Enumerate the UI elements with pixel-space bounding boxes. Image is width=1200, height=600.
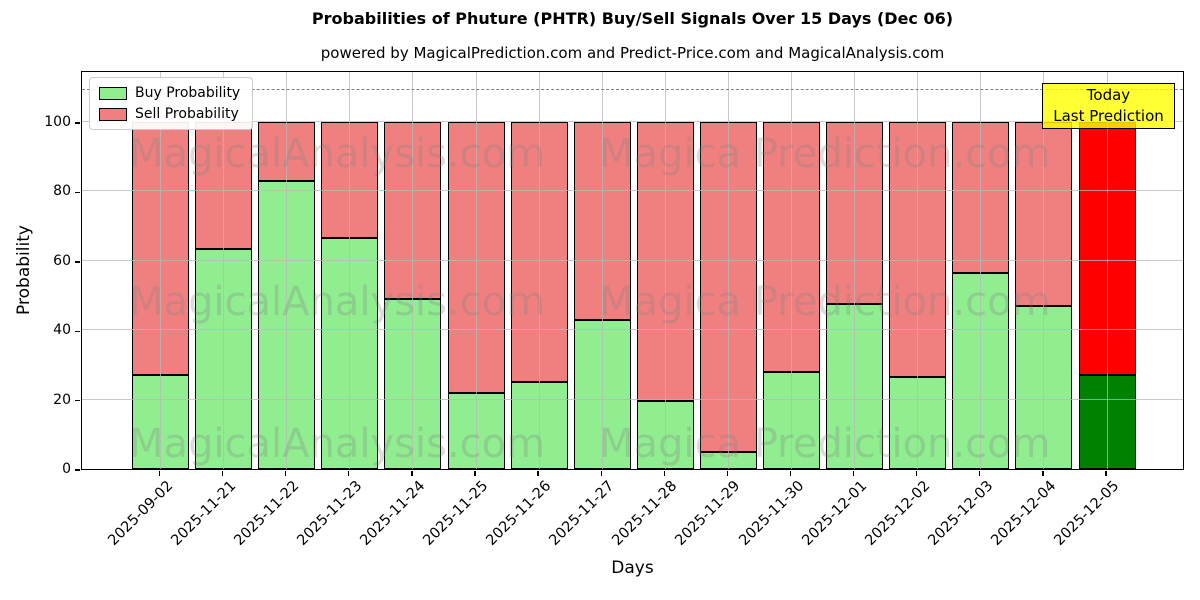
x-gridline (475, 72, 477, 469)
x-tick-mark (411, 471, 413, 476)
buy-color-swatch (99, 86, 127, 100)
x-tick-mark (789, 471, 792, 476)
chart-legend: Buy Probability Sell Probability (89, 77, 254, 130)
x-tick-mark (852, 471, 855, 476)
y-tick-mark (75, 469, 80, 471)
x-tick-mark (158, 471, 161, 476)
y-axis-label: Probability (14, 225, 34, 315)
x-gridline (538, 72, 540, 469)
legend-item-buy: Buy Probability (99, 85, 240, 101)
x-tick-mark (600, 471, 602, 476)
x-gridline (791, 72, 792, 469)
x-gridline (286, 72, 288, 469)
x-tick-mark (285, 471, 287, 476)
x-gridline (727, 72, 729, 469)
x-gridline (980, 72, 982, 469)
x-tick-mark (1105, 471, 1107, 476)
legend-item-sell: Sell Probability (99, 106, 240, 122)
x-tick-mark (537, 471, 539, 476)
chart-title: Probabilities of Phuture (PHTR) Buy/Sell… (311, 9, 954, 28)
chart-subtitle: powered by MagicalPrediction.com and Pre… (320, 44, 945, 62)
y-tick-mark (75, 191, 80, 194)
x-tick-mark (726, 471, 729, 476)
y-tick-mark (75, 122, 80, 124)
y-tick-label: 40 (53, 322, 71, 339)
x-gridline (917, 72, 919, 469)
x-gridline (1043, 72, 1045, 469)
x-tick-mark (474, 471, 476, 476)
y-tick-mark (75, 330, 80, 332)
x-tick-mark (221, 471, 224, 476)
x-gridline (664, 72, 666, 469)
x-tick-mark (663, 471, 665, 476)
x-gridline (854, 72, 856, 469)
y-tick-mark (75, 261, 80, 263)
y-gridline (82, 398, 1183, 400)
y-gridline (82, 190, 1183, 192)
y-tick-label: 100 (44, 114, 71, 131)
x-tick-mark (348, 471, 350, 476)
y-gridline (82, 259, 1183, 261)
y-tick-label: 0 (62, 461, 71, 477)
x-tick-mark (916, 471, 918, 476)
sell-color-swatch (99, 107, 127, 121)
legend-label-sell: Sell Probability (135, 106, 239, 122)
x-gridline (223, 72, 225, 469)
x-gridline (601, 72, 603, 469)
today-annotation-line1: Today (1086, 86, 1131, 104)
legend-label-buy: Buy Probability (135, 85, 241, 101)
x-gridline (349, 72, 351, 469)
y-tick-label: 80 (53, 183, 71, 200)
dashed-guide-line (82, 89, 1183, 91)
x-gridline (412, 72, 414, 469)
today-annotation-line2: Last Prediction (1053, 107, 1164, 125)
x-gridline (160, 72, 161, 469)
x-tick-mark (1042, 471, 1044, 476)
y-tick-label: 60 (53, 252, 71, 269)
y-gridline (82, 121, 1183, 123)
y-tick-label: 20 (53, 391, 71, 408)
x-tick-mark (979, 471, 981, 476)
x-gridline (1106, 72, 1108, 469)
y-tick-mark (75, 399, 80, 402)
plot-area: Buy Probability Sell Probability Today L… (81, 71, 1184, 470)
y-gridline (82, 329, 1183, 331)
x-axis-label: Days (611, 558, 654, 578)
today-annotation-box: Today Last Prediction (1042, 83, 1175, 129)
